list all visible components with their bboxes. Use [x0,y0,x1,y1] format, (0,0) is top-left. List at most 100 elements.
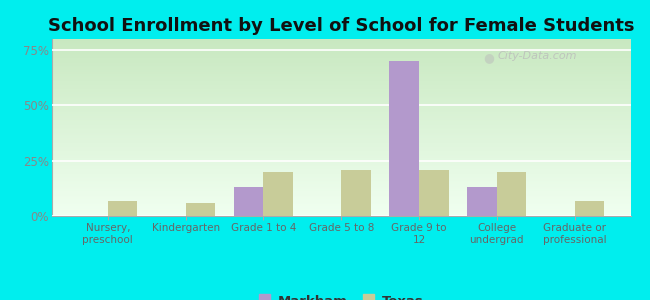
Bar [52,129,630,130]
Bar [389,61,419,216]
Bar [52,176,630,177]
Bar [52,205,630,206]
Bar [52,199,630,200]
Bar [52,42,630,43]
Bar [52,96,630,97]
Bar [52,124,630,125]
Bar [52,155,630,156]
Bar [52,46,630,47]
Bar [497,172,526,216]
Bar [52,165,630,166]
Bar [52,140,630,141]
Bar [52,200,630,201]
Bar [52,73,630,74]
Bar [52,82,630,83]
Bar [52,195,630,196]
Bar [52,87,630,88]
Bar [52,187,630,188]
Bar [52,185,630,186]
Bar [52,161,630,162]
Bar [52,121,630,122]
Bar [52,135,630,136]
Bar [52,166,630,167]
Bar [52,189,630,190]
Bar [52,182,630,183]
Bar [52,119,630,120]
Bar [341,169,370,216]
Bar [52,71,630,72]
Bar [52,209,630,210]
Bar [52,147,630,148]
Bar [52,40,630,41]
Bar [52,80,630,81]
Bar [52,194,630,195]
Bar [52,210,630,211]
Bar [52,190,630,191]
Bar [52,48,630,49]
Bar [52,50,630,51]
Bar [52,110,630,111]
Bar [52,101,630,102]
Bar [52,152,630,153]
Bar [52,65,630,66]
Bar [52,201,630,202]
Bar [52,127,630,128]
Bar [52,133,630,134]
Bar [52,52,630,53]
Bar [52,183,630,184]
Bar [52,75,630,76]
Bar [52,109,630,110]
Bar [52,173,630,174]
Bar [52,215,630,216]
Bar [52,63,630,64]
Bar [52,191,630,192]
Bar [52,39,630,40]
Title: School Enrollment by Level of School for Female Students: School Enrollment by Level of School for… [48,17,634,35]
Bar [52,142,630,143]
Bar [52,141,630,142]
Bar [52,94,630,95]
Bar [52,44,630,45]
Bar [575,200,604,216]
Bar [52,47,630,48]
Bar [52,175,630,176]
Bar [52,108,630,109]
Bar [52,136,630,137]
Bar [52,203,630,204]
Bar [52,177,630,178]
Bar [52,107,630,108]
Bar [52,132,630,133]
Bar [52,145,630,146]
Bar [52,65,630,66]
Bar [52,88,630,89]
Bar [52,116,630,117]
Bar [52,105,630,106]
Bar [52,99,630,100]
Bar [52,208,630,209]
Bar [52,81,630,82]
Bar [52,98,630,99]
Bar [52,159,630,160]
Bar [52,169,630,170]
Bar [52,93,630,94]
Bar [52,148,630,149]
Bar [52,206,630,207]
Text: City-Data.com: City-Data.com [497,51,577,62]
Bar [52,86,630,87]
Text: ●: ● [483,51,494,64]
Bar [52,104,630,105]
Bar [52,66,630,67]
Bar [467,187,497,216]
Bar [52,51,630,52]
Bar [52,91,630,92]
Bar [52,49,630,50]
Bar [52,59,630,60]
Bar [52,131,630,132]
Bar [52,128,630,129]
Bar [52,84,630,85]
Bar [52,74,630,75]
Bar [419,169,448,216]
Bar [52,103,630,104]
Bar [52,172,630,173]
Bar [52,151,630,152]
